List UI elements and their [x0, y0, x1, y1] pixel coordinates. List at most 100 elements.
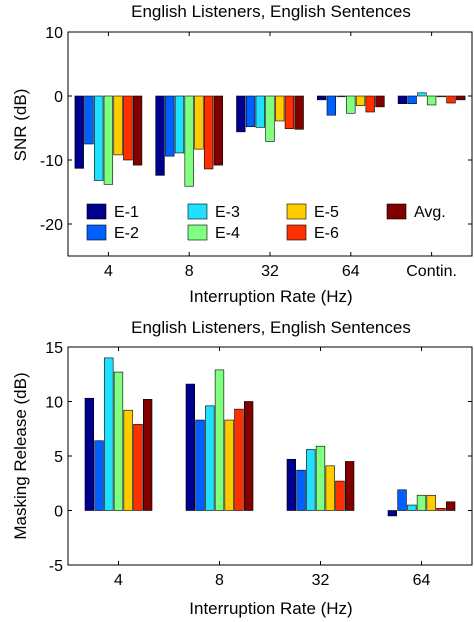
bar-avg-64 [375, 95, 385, 108]
bar-e4-contin [426, 95, 437, 106]
plot-frame [67, 346, 473, 566]
bar-avg-32 [294, 95, 304, 130]
bar-avg-4 [132, 95, 143, 166]
legend-swatch-e6 [286, 224, 307, 241]
legend-label-e1: E-1 [114, 204, 139, 221]
top-x-axis-label: Interruption Rate (Hz) [189, 287, 352, 306]
bar-e3-4 [94, 95, 104, 181]
legend-label-e2: E-2 [114, 225, 139, 242]
bar-e3-contin [417, 92, 427, 97]
top-y-axis-label: SNR (dB) [11, 89, 30, 162]
bar-e1-8 [155, 95, 165, 176]
bar-e5-32 [325, 465, 335, 511]
legend-label-avg: Avg. [414, 204, 446, 221]
bar-e5-64 [426, 494, 436, 511]
x-tick-label: 32 [261, 263, 279, 280]
bar-avg-32 [344, 461, 355, 511]
bar-e4-32 [265, 95, 275, 142]
bar-e2-32 [245, 95, 256, 128]
legend-swatch-e2 [86, 224, 107, 241]
bar-e5-64 [355, 95, 366, 106]
bar-e6-contin [446, 95, 456, 104]
legend: E-1 E-2 E-3 E-4 E-5 E-6 Avg. [86, 203, 446, 242]
bar-e2-32 [296, 469, 306, 511]
bar-e6-8 [203, 95, 214, 170]
bar-e4-4 [103, 95, 114, 185]
y-tick-label: 0 [54, 504, 63, 521]
bar-e6-8 [234, 408, 244, 511]
bar-e6-32 [284, 95, 295, 129]
bar-e5-8 [224, 419, 234, 511]
bar-e4-32 [315, 445, 326, 511]
plot-frame [67, 31, 473, 257]
bar-e2-4 [84, 95, 94, 145]
bar-e1-64 [387, 510, 398, 517]
bar-e1-contin [397, 95, 408, 104]
bar-e4-4 [113, 371, 124, 511]
bar-e3-8 [174, 95, 185, 154]
legend-label-e4: E-4 [215, 225, 240, 242]
bar-e2-8 [165, 95, 175, 157]
bar-avg-8 [243, 401, 254, 511]
bar-e6-4 [123, 95, 133, 161]
legend-label-e5: E-5 [314, 204, 339, 221]
y-tick-label: -5 [49, 558, 63, 575]
bar-e6-32 [335, 480, 345, 511]
legend-swatch-e3 [187, 203, 208, 220]
bottom-chart-plot: 4 8 32 64 15 10 5 0 -5 [45, 340, 473, 589]
bar-e2-64 [326, 95, 337, 116]
legend-swatch-e4 [187, 224, 208, 241]
bar-e2-64 [397, 489, 407, 511]
bar-e6-64 [436, 508, 446, 511]
bar-e5-4 [113, 95, 123, 156]
bar-e6-4 [133, 424, 143, 511]
y-tick-label: -10 [40, 153, 63, 170]
x-tick-label: 8 [185, 263, 194, 280]
bar-e1-32 [236, 95, 246, 133]
x-tick-label: Contin. [406, 263, 457, 280]
y-tick-label: 5 [54, 449, 63, 466]
y-tick-label: 10 [45, 25, 63, 42]
bar-e1-32 [286, 458, 297, 511]
x-tick-label: 4 [104, 263, 113, 280]
bar-e1-4 [74, 95, 84, 169]
bar-e5-contin [436, 95, 446, 98]
bar-e5-4 [123, 409, 133, 511]
bar-e2-contin [407, 95, 417, 104]
x-tick-label: 8 [215, 572, 224, 589]
top-chart-title: English Listeners, English Sentences [131, 2, 411, 21]
bar-e3-32 [255, 95, 265, 128]
legend-swatch-e5 [286, 203, 307, 220]
y-tick-label: 10 [45, 395, 63, 412]
x-tick-label: 4 [114, 572, 123, 589]
bar-e3-32 [306, 449, 316, 511]
x-tick-label: 64 [413, 572, 431, 589]
y-tick-label: 0 [54, 89, 63, 106]
bottom-x-axis-label: Interruption Rate (Hz) [189, 599, 352, 618]
bar-e5-32 [275, 95, 285, 122]
bar-e3-64 [336, 95, 346, 98]
x-tick-label: 64 [342, 263, 360, 280]
bar-e3-4 [104, 357, 114, 511]
bar-e1-64 [316, 95, 327, 101]
bar-e2-8 [195, 419, 205, 511]
legend-swatch-e1 [86, 203, 107, 220]
x-tick-label: 32 [312, 572, 330, 589]
bar-e2-4 [94, 440, 104, 511]
bar-e3-64 [407, 504, 417, 511]
legend-swatch-avg [386, 203, 407, 220]
bar-e1-4 [84, 397, 95, 511]
bar-avg-contin [456, 95, 466, 101]
y-tick-label: 15 [45, 340, 63, 357]
bar-e3-8 [205, 405, 215, 511]
bar-e6-64 [365, 95, 375, 113]
bar-e4-8 [214, 369, 225, 511]
legend-label-e6: E-6 [314, 225, 339, 242]
bottom-chart-title: English Listeners, English Sentences [131, 318, 411, 337]
bar-e4-64 [346, 95, 356, 114]
bottom-y-axis-label: Masking Release (dB) [11, 372, 30, 539]
bar-e5-8 [194, 95, 204, 150]
bar-avg-4 [142, 399, 153, 511]
legend-label-e3: E-3 [215, 204, 240, 221]
